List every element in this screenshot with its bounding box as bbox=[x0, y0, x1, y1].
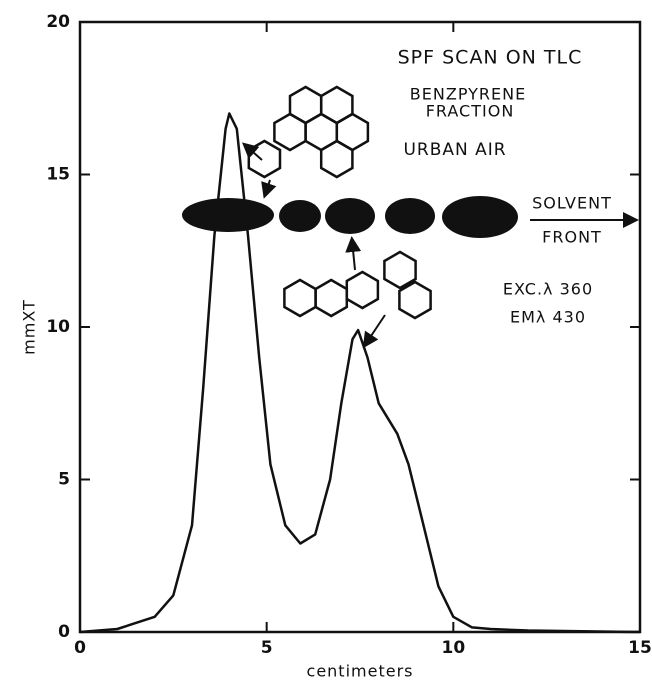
y-tick-label: 15 bbox=[46, 165, 70, 185]
molecule-ring bbox=[247, 139, 282, 179]
y-axis-label: mmXT bbox=[20, 299, 39, 355]
x-tick-label: 10 bbox=[441, 638, 465, 658]
tlc-spots bbox=[182, 196, 518, 238]
molecule-ring bbox=[283, 278, 317, 318]
tlc-spot bbox=[279, 200, 321, 232]
arrow bbox=[345, 236, 362, 271]
arrow bbox=[362, 314, 386, 349]
y-tick-label: 5 bbox=[58, 470, 70, 490]
y-tick-label: 0 bbox=[58, 622, 70, 642]
x-axis-label: centimeters bbox=[307, 662, 414, 681]
annotation: FRONT bbox=[542, 228, 602, 247]
molecule-ring bbox=[314, 278, 349, 318]
annotation: SOLVENT bbox=[532, 194, 612, 213]
molecule-ring bbox=[398, 280, 432, 320]
x-tick-label: 15 bbox=[628, 638, 652, 658]
molecule-ring bbox=[288, 85, 323, 125]
molecules bbox=[247, 85, 432, 320]
annotation: EXC.λ 360 bbox=[503, 280, 593, 299]
tlc-spot bbox=[385, 198, 435, 234]
molecule-ring bbox=[383, 250, 417, 290]
annotation: SPF SCAN ON TLC bbox=[398, 47, 583, 69]
arrow bbox=[261, 179, 277, 199]
data-line bbox=[79, 112, 641, 634]
molecule-ring bbox=[345, 270, 380, 310]
plot-frame bbox=[78, 20, 642, 634]
x-tick-label: 5 bbox=[261, 638, 273, 658]
tlc-spot bbox=[442, 196, 518, 238]
tlc-spot bbox=[182, 198, 274, 232]
y-tick-label: 20 bbox=[46, 12, 70, 32]
tlc-spot bbox=[325, 198, 375, 234]
y-tick-label: 10 bbox=[46, 317, 70, 337]
annotation: URBAN AIR bbox=[403, 140, 506, 160]
molecule-ring bbox=[319, 139, 354, 179]
annotation: FRACTION bbox=[426, 102, 515, 121]
annotation: EMλ 430 bbox=[510, 308, 586, 327]
annotation: BENZPYRENE bbox=[410, 85, 526, 104]
arrow bbox=[242, 142, 263, 161]
x-tick-label: 0 bbox=[74, 638, 86, 658]
